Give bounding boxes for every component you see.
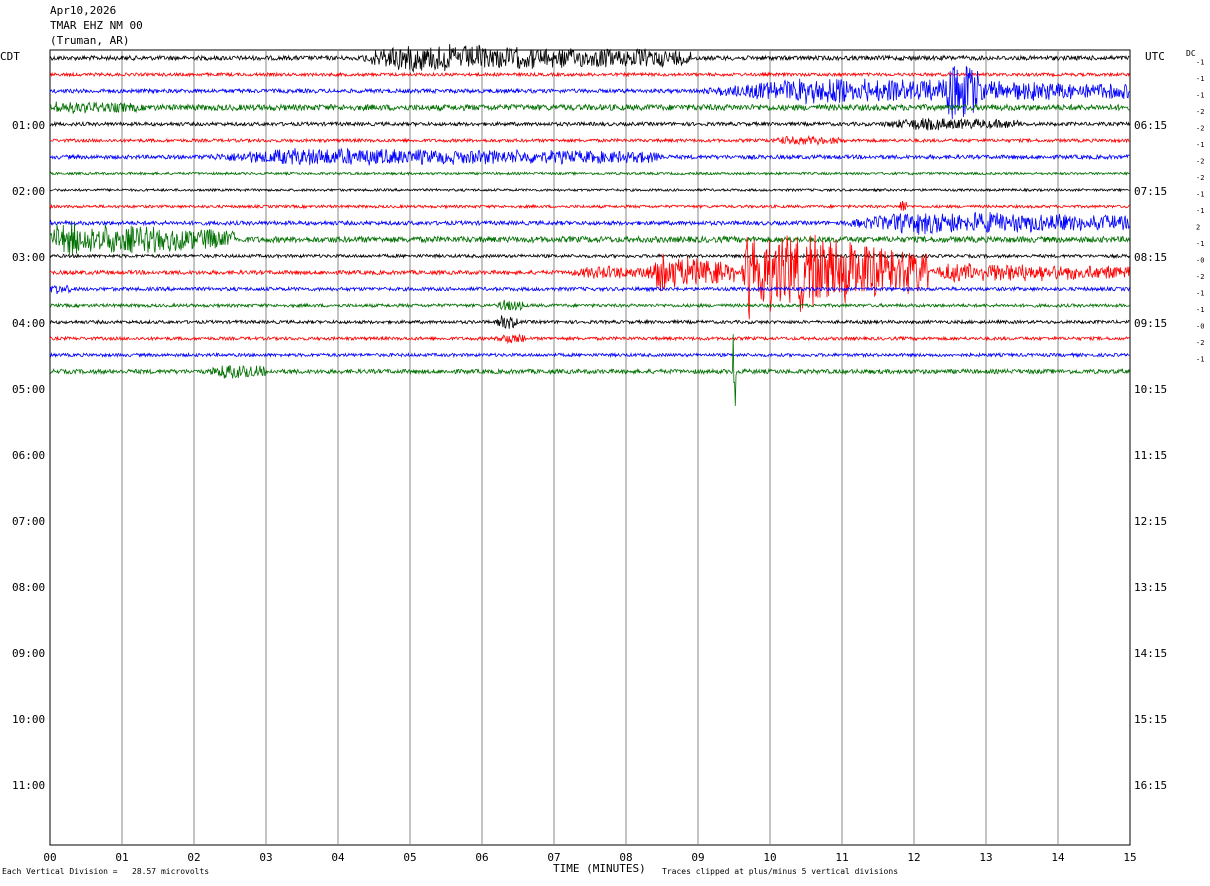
trace-line <box>49 147 1130 166</box>
trace-line <box>49 222 1130 255</box>
dc-offset-label: -2 <box>1196 157 1204 165</box>
trace-line <box>49 315 1130 329</box>
left-time-label: 10:00 <box>12 713 45 726</box>
left-time-label: 03:00 <box>12 251 45 264</box>
dc-offset-label: -1 <box>1196 355 1204 363</box>
dc-offset-label: -1 <box>1196 141 1204 149</box>
x-tick-label: 14 <box>1051 851 1065 864</box>
x-tick-label: 04 <box>331 851 345 864</box>
x-axis-label: TIME (MINUTES) <box>553 862 646 875</box>
trace-line <box>49 134 1130 146</box>
station-location: (Truman, AR) <box>50 34 130 47</box>
left-time-label: 07:00 <box>12 515 45 528</box>
x-tick-label: 10 <box>763 851 776 864</box>
left-time-label: 04:00 <box>12 317 45 330</box>
left-time-label: 09:00 <box>12 647 45 660</box>
dc-offset-label: -2 <box>1196 174 1204 182</box>
right-time-label: 13:15 <box>1134 581 1167 594</box>
right-time-label: 16:15 <box>1134 779 1167 792</box>
vertical-division-note: Each Vertical Division = 28.57 microvolt… <box>2 867 210 876</box>
x-tick-label: 07 <box>547 851 560 864</box>
trace-line <box>49 334 1130 406</box>
left-time-label: 02:00 <box>12 185 45 198</box>
x-tick-label: 15 <box>1123 851 1136 864</box>
left-time-label: 05:00 <box>12 383 45 396</box>
trace-line <box>49 187 1130 193</box>
dc-offset-labels: -1 -1 -1 -2 -2 -1 -2 -2 -1 -1 2 -1 -0 -2 -1 -1 -0 -2 -1 <box>1196 58 1204 363</box>
trace-line <box>50 71 1130 78</box>
right-time-label: 14:15 <box>1134 647 1167 660</box>
x-tick-label: 08 <box>619 851 632 864</box>
dc-offset-label: -1 <box>1196 289 1204 297</box>
x-tick-label: 00 <box>43 851 56 864</box>
right-time-label: 06:15 <box>1134 119 1167 132</box>
right-time-label: 11:15 <box>1134 449 1167 462</box>
x-tick-label: 05 <box>403 851 416 864</box>
right-time-label: 15:15 <box>1134 713 1167 726</box>
dc-offset-label: -2 <box>1196 273 1204 281</box>
x-tick-label: 11 <box>835 851 848 864</box>
trace-line <box>49 252 1130 260</box>
trace-line <box>49 171 1130 177</box>
right-time-label: 10:15 <box>1134 383 1167 396</box>
x-tick-label: 01 <box>115 851 128 864</box>
trace-line <box>49 117 1130 131</box>
station-code: TMAR EHZ NM 00 <box>50 19 143 32</box>
dc-offset-label: -1 <box>1196 91 1204 99</box>
trace-line <box>49 333 1130 345</box>
x-tick-label: 13 <box>979 851 992 864</box>
dc-title: DC <box>1186 49 1196 58</box>
right-time-label: 12:15 <box>1134 515 1167 528</box>
x-tick-label: 12 <box>907 851 920 864</box>
dc-offset-label: -2 <box>1196 108 1204 116</box>
dc-offset-label: -0 <box>1196 256 1204 264</box>
dc-offset-label: -1 <box>1196 75 1204 83</box>
dc-offset-label: -2 <box>1196 339 1204 347</box>
trace-line <box>49 284 1130 295</box>
right-time-labels: 06:15 07:15 08:15 09:15 10:15 11:15 12:15 13:15… <box>1134 119 1167 792</box>
trace-line <box>49 66 1130 120</box>
trace-line <box>49 351 1130 359</box>
trace-line <box>49 101 1130 114</box>
time-grid <box>49 49 1131 846</box>
dc-offset-label: -1 <box>1196 207 1204 215</box>
dc-offset-label: -0 <box>1196 322 1204 330</box>
right-time-label: 07:15 <box>1134 185 1167 198</box>
x-tick-label: 06 <box>475 851 488 864</box>
plot-frame <box>49 49 1131 846</box>
x-tick-label: 02 <box>187 851 200 864</box>
left-time-label: 11:00 <box>12 779 45 792</box>
trace-line <box>49 234 1130 320</box>
trace-line <box>49 200 1130 211</box>
right-time-label: 08:15 <box>1134 251 1167 264</box>
right-axis-title: UTC <box>1145 50 1165 63</box>
left-time-label: 06:00 <box>12 449 45 462</box>
dc-offset-label: -1 <box>1196 58 1204 66</box>
seismic-traces <box>49 43 1130 406</box>
x-tick-labels: 00 01 02 03 04 05 06 07 08 09 10 11 12 13 14 15 <box>43 851 1136 864</box>
left-axis-title: CDT <box>0 50 20 63</box>
dc-offset-label: -1 <box>1196 306 1204 314</box>
trace-line <box>49 299 1130 312</box>
trace-line <box>49 212 1130 235</box>
trace-line <box>49 43 1130 73</box>
left-time-labels: 01:00 02:00 03:00 04:00 05:00 06:00 07:00 08:00… <box>12 119 45 792</box>
dc-offset-label: -1 <box>1196 190 1204 198</box>
right-time-label: 09:15 <box>1134 317 1167 330</box>
x-tick-label: 09 <box>691 851 704 864</box>
dc-offset-label: -2 <box>1196 124 1204 132</box>
x-tick-label: 03 <box>259 851 272 864</box>
dc-offset-label: 2 <box>1196 223 1200 231</box>
left-time-label: 08:00 <box>12 581 45 594</box>
chart-date: Apr10,2026 <box>50 4 117 17</box>
dc-offset-label: -1 <box>1196 240 1204 248</box>
clipping-note: Traces clipped at plus/minus 5 vertical … <box>662 867 899 876</box>
left-time-label: 01:00 <box>12 119 45 132</box>
